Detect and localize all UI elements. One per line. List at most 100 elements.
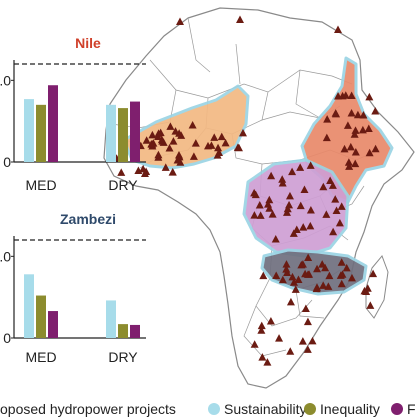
triangle-marker-icon (265, 204, 274, 212)
triangle-marker-icon (134, 166, 143, 175)
triangle-marker-icon (234, 143, 243, 152)
triangle-marker-icon (169, 137, 178, 145)
hydropower-project-markers (112, 15, 380, 366)
triangle-marker-icon (351, 126, 360, 134)
triangle-marker-icon (306, 221, 315, 230)
triangle-marker-icon (148, 130, 157, 139)
triangle-marker-icon (340, 144, 349, 153)
legend-sustainability-swatch (208, 403, 220, 415)
triangle-marker-icon (337, 202, 346, 210)
triangle-marker-icon (366, 301, 375, 309)
bar-dry-series-2 (130, 101, 140, 162)
bar-med-series-0 (24, 99, 34, 162)
triangle-marker-icon (347, 91, 356, 99)
triangle-marker-icon (278, 179, 287, 187)
bar-med-series-0 (24, 274, 34, 338)
triangle-marker-icon (168, 167, 177, 176)
triangle-marker-icon (288, 272, 297, 281)
triangle-marker-icon (351, 159, 360, 168)
triangle-marker-icon (326, 176, 335, 184)
triangle-marker-icon (278, 275, 287, 284)
triangle-marker-icon (296, 201, 305, 210)
triangle-marker-icon (337, 258, 346, 266)
triangle-marker-icon (328, 181, 337, 189)
triangle-marker-icon (332, 206, 341, 214)
triangle-marker-icon (325, 271, 334, 280)
bar-med-series-1 (36, 104, 46, 162)
triangle-marker-icon (301, 304, 310, 312)
triangle-marker-icon (335, 218, 344, 227)
triangle-marker-icon (291, 285, 300, 293)
triangle-marker-icon (217, 132, 226, 141)
triangle-marker-icon (161, 163, 170, 171)
triangle-marker-icon (365, 148, 374, 157)
bar-dry-series-0 (106, 104, 116, 162)
triangle-marker-icon (140, 169, 149, 178)
chart-title: Nile (75, 35, 101, 51)
legend: oposed hydropower projects Sustainabilit… (0, 401, 416, 417)
triangle-marker-icon (275, 334, 284, 342)
triangle-marker-icon (257, 321, 266, 330)
triangle-marker-icon (289, 278, 298, 286)
triangle-marker-icon (282, 260, 291, 268)
triangle-marker-icon (341, 91, 350, 99)
triangle-marker-icon (257, 326, 266, 334)
triangle-marker-icon (286, 347, 295, 355)
triangle-marker-icon (189, 152, 198, 160)
triangle-marker-icon (299, 223, 308, 231)
triangle-marker-icon (188, 120, 197, 129)
triangle-marker-icon (191, 139, 200, 147)
triangle-marker-icon (278, 175, 287, 183)
triangle-marker-icon (171, 127, 180, 135)
triangle-marker-icon (255, 201, 264, 209)
triangle-marker-icon (166, 122, 175, 130)
triangle-marker-icon (353, 110, 362, 119)
triangle-marker-icon (288, 167, 297, 176)
bar-med-series-1 (36, 295, 46, 338)
triangle-marker-icon (319, 281, 328, 289)
triangle-marker-icon (321, 263, 330, 272)
triangle-marker-icon (300, 185, 309, 193)
triangle-marker-icon (256, 211, 265, 219)
triangle-marker-icon (346, 142, 355, 151)
triangle-marker-icon (285, 191, 294, 200)
triangle-marker-icon (298, 260, 307, 268)
triangle-marker-icon (142, 136, 151, 144)
triangle-marker-icon (250, 340, 259, 348)
triangle-marker-icon (324, 282, 333, 290)
triangle-marker-icon (266, 317, 275, 325)
triangle-marker-icon (334, 91, 343, 100)
y-tick-label: 1.0 (0, 248, 11, 264)
triangle-marker-icon (267, 171, 276, 180)
triangle-marker-icon (323, 115, 332, 123)
triangle-marker-icon (347, 273, 356, 282)
triangle-marker-icon (176, 158, 185, 166)
triangle-marker-icon (154, 150, 163, 159)
triangle-marker-icon (258, 353, 267, 361)
triangle-marker-icon (303, 345, 312, 353)
triangle-marker-icon (338, 270, 347, 278)
category-label: DRY (108, 349, 138, 365)
triangle-marker-icon (365, 92, 374, 101)
triangle-marker-icon (371, 144, 380, 153)
triangle-marker-icon (322, 133, 331, 142)
legend-inequality-swatch (304, 403, 316, 415)
triangle-marker-icon (306, 205, 315, 214)
triangle-marker-icon (250, 188, 259, 197)
legend-inequality-label: Inequality (320, 401, 380, 417)
triangle-marker-icon (158, 137, 167, 145)
triangle-marker-icon (303, 317, 312, 326)
triangle-marker-icon (272, 271, 281, 280)
triangle-marker-icon (371, 107, 380, 115)
triangle-marker-icon (263, 358, 272, 366)
triangle-marker-icon (334, 25, 342, 33)
triangle-marker-icon (331, 195, 340, 203)
triangle-marker-icon (210, 133, 219, 141)
category-label: MED (25, 177, 56, 193)
triangle-marker-icon (292, 225, 301, 234)
y-tick-label: 0 (3, 330, 11, 346)
triangle-marker-icon (343, 121, 352, 129)
triangle-marker-icon (329, 227, 338, 236)
triangle-marker-icon (337, 279, 346, 288)
